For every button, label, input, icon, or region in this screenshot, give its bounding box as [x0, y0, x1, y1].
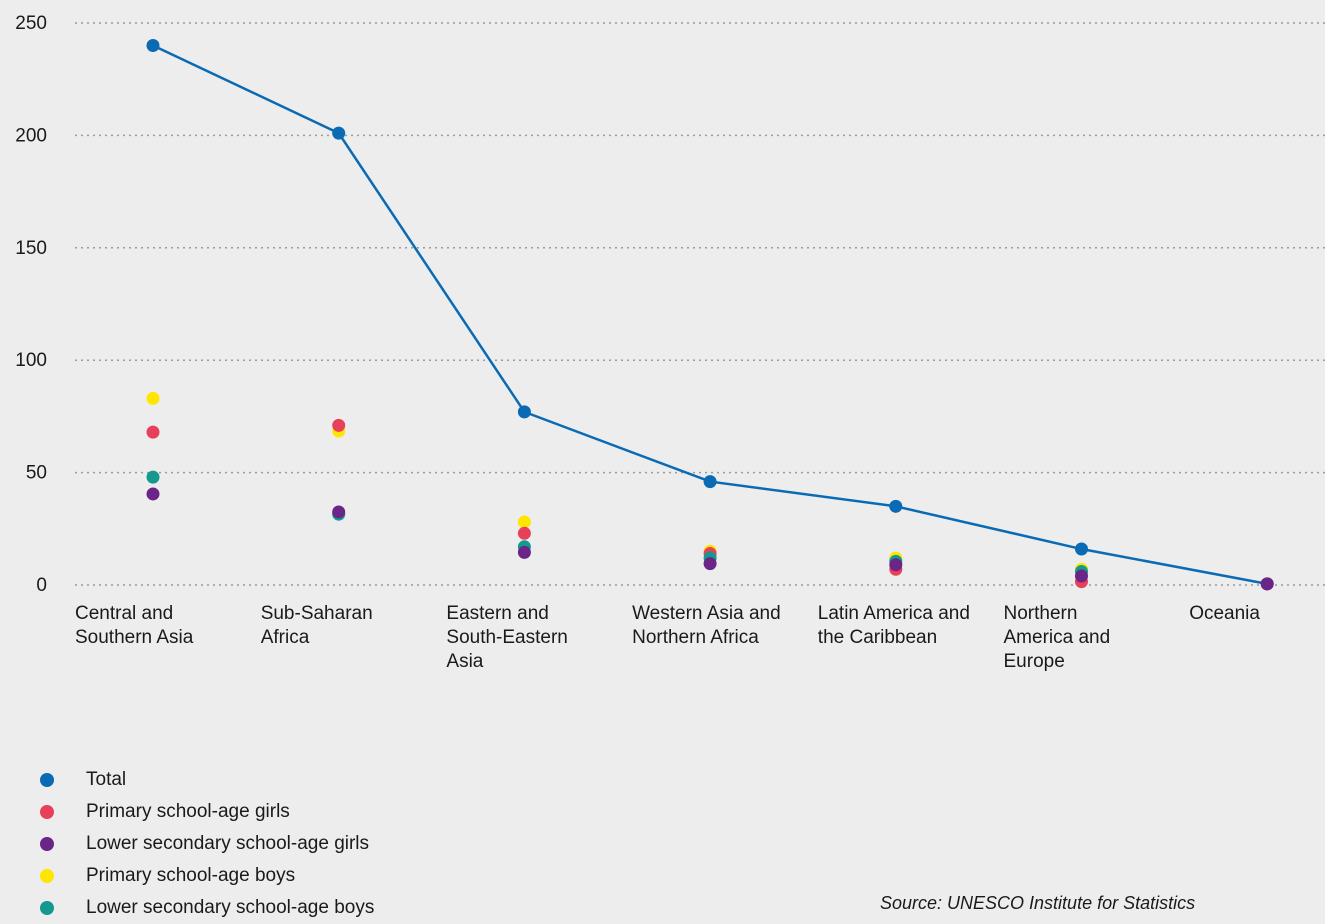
- point-total: [332, 126, 346, 140]
- point-total: [703, 475, 717, 489]
- y-tick-label: 250: [15, 13, 47, 34]
- legend-item: Total: [38, 764, 374, 796]
- y-tick-label: 200: [15, 125, 47, 146]
- point-total: [1260, 577, 1274, 591]
- point-primary-school-age-boys: [517, 515, 531, 529]
- x-category-label: Sub-Saharan Africa: [261, 603, 373, 648]
- legend-marker: [40, 837, 54, 851]
- point-primary-school-age-girls: [146, 425, 160, 439]
- point-total: [1075, 542, 1088, 556]
- point-lower-secondary-school-age-girls: [889, 558, 903, 572]
- legend-label: Primary school-age boys: [86, 865, 296, 886]
- point-lower-secondary-school-age-girls: [703, 557, 717, 571]
- x-category-label: Western Asia and Northern Africa: [632, 603, 781, 648]
- legend-marker: [40, 773, 54, 787]
- total-line: [152, 44, 1268, 586]
- point-total: [889, 499, 903, 513]
- point-lower-secondary-school-age-girls: [517, 545, 531, 559]
- total-line-layer: [152, 44, 1268, 586]
- point-total: [146, 38, 160, 52]
- legend-item: Lower secondary school-age girls: [38, 828, 374, 860]
- point-lower-secondary-school-age-girls: [332, 505, 346, 519]
- point-primary-school-age-girls: [332, 418, 346, 432]
- legend-label: Total: [86, 769, 127, 790]
- legend-marker: [40, 805, 54, 819]
- x-category-label: Central and Southern Asia: [75, 603, 194, 648]
- point-primary-school-age-girls: [517, 526, 531, 540]
- point-lower-secondary-school-age-girls: [146, 487, 160, 501]
- point-lower-secondary-school-age-boys: [146, 470, 160, 484]
- legend-label: Primary school-age girls: [86, 801, 290, 822]
- legend-marker: [40, 901, 54, 915]
- points-layer: [146, 38, 1274, 591]
- grid-layer: [75, 22, 1325, 586]
- y-tick-label: 150: [15, 238, 47, 259]
- y-tick-label: 100: [15, 350, 47, 371]
- point-lower-secondary-school-age-girls: [1075, 569, 1088, 583]
- y-axis-ticks: 0 50 100 150 200 250: [15, 13, 47, 596]
- x-category-label: Latin America and the Caribbean: [818, 603, 970, 648]
- legend: Total Primary school-age girls Lower secon…: [38, 764, 374, 924]
- x-axis-labels: Central and Southern Asia Sub-Saharan Afric…: [75, 603, 1260, 672]
- legend-item: Primary school-age boys: [38, 860, 374, 892]
- x-category-label: Oceania: [1189, 603, 1260, 624]
- y-tick-label: 0: [36, 575, 47, 596]
- x-category-label: Northern America and Europe: [1004, 603, 1111, 672]
- legend-item: Primary school-age girls: [38, 796, 374, 828]
- legend-item: Lower secondary school-age boys: [38, 892, 374, 924]
- legend-label: Lower secondary school-age boys: [86, 897, 375, 918]
- legend-marker: [40, 869, 54, 883]
- source-note: Source: UNESCO Institute for Statistics: [880, 893, 1196, 913]
- legend-label: Lower secondary school-age girls: [86, 833, 370, 854]
- point-total: [517, 405, 531, 419]
- x-category-label: Eastern and South-Eastern Asia: [446, 603, 567, 672]
- y-tick-label: 50: [26, 463, 47, 484]
- point-primary-school-age-boys: [146, 391, 160, 405]
